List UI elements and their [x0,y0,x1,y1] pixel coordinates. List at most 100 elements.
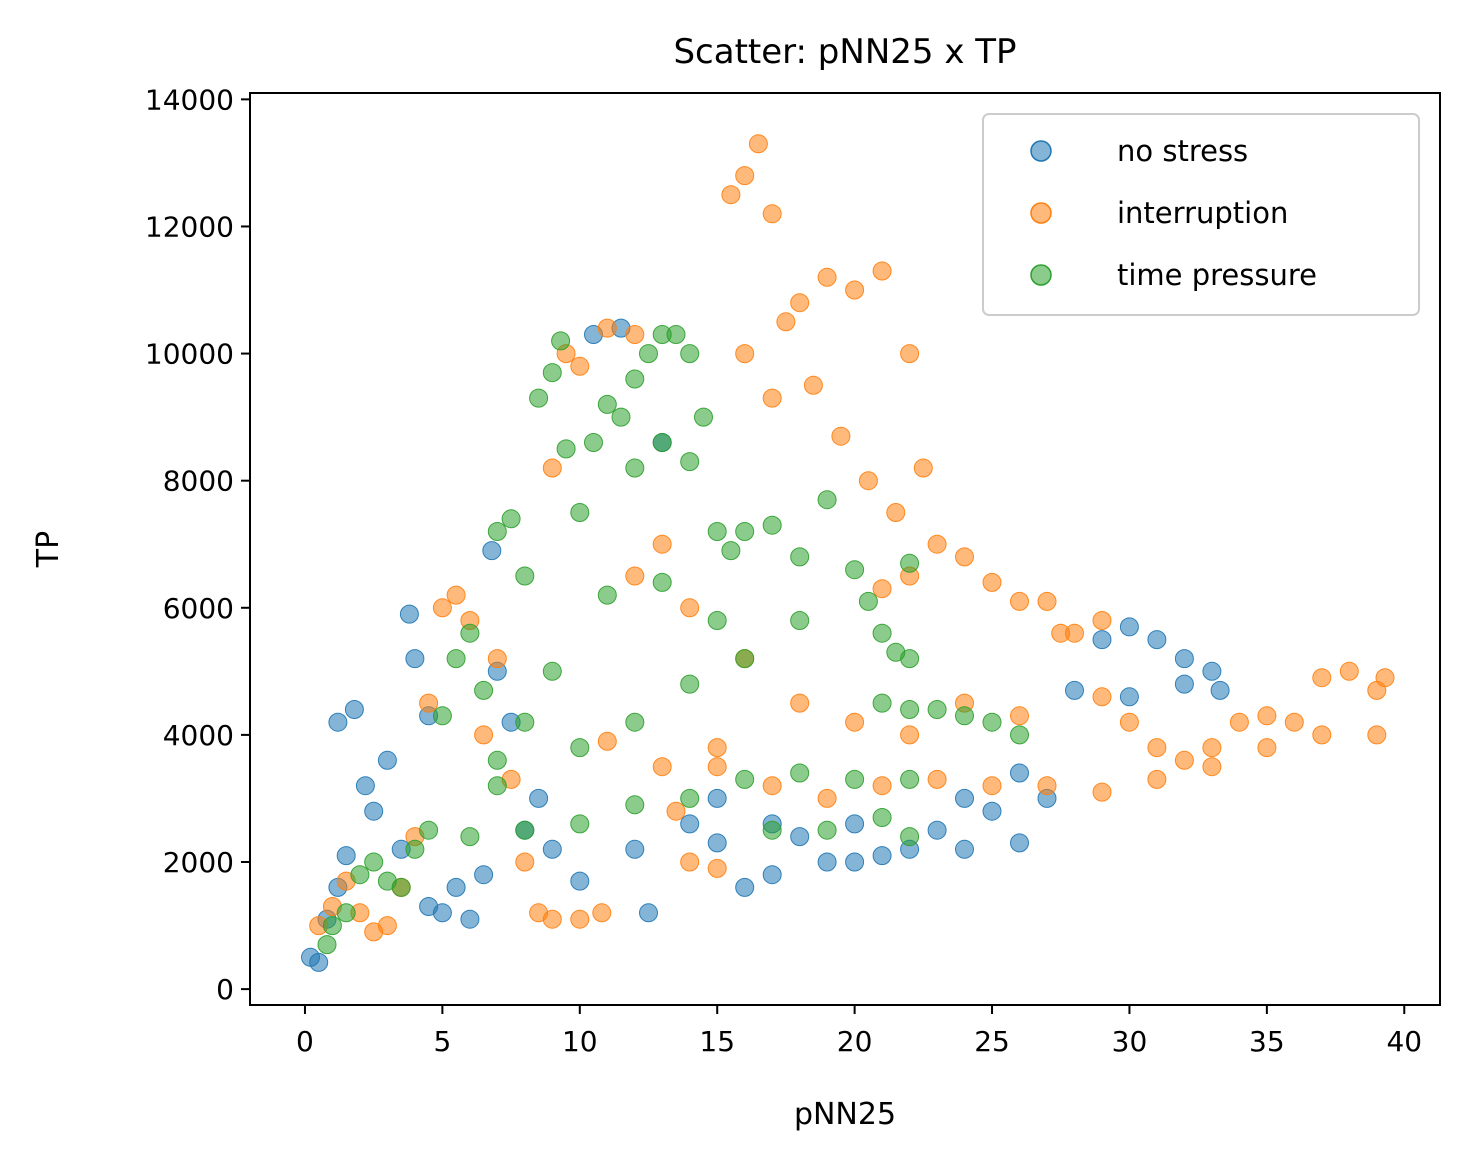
x-tick-label: 15 [699,1025,735,1058]
scatter-point [556,439,576,459]
scatter-point [680,452,700,472]
scatter-point [336,846,356,866]
scatter-point [817,788,837,808]
scatter-point [592,903,612,923]
scatter-point [419,693,439,713]
scatter-point [515,566,535,586]
y-tick-label: 8000 [163,465,234,498]
scatter-point [872,846,892,866]
x-tick-label: 20 [837,1025,873,1058]
scatter-point [570,738,590,758]
scatter-point [872,776,892,796]
scatter-point [460,909,480,929]
scatter-point [482,541,502,561]
scatter-point [611,407,631,427]
scatter-point [831,426,851,446]
scatter-point [625,795,645,815]
x-tick-label: 0 [296,1025,314,1058]
legend: no stress interruption time pressure [982,113,1420,316]
scatter-point [1119,687,1139,707]
scatter-point [927,534,947,554]
scatter-point [432,598,452,618]
scatter-point [1010,725,1029,745]
scatter-point [845,560,865,580]
scatter-point [1010,591,1029,611]
scatter-point [432,706,452,726]
scatter-point [900,553,920,573]
legend-marker [1030,202,1052,224]
scatter-point [872,261,892,281]
scatter-point [762,515,782,535]
scatter-point [803,375,823,395]
scatter-point [399,604,419,624]
scatter-point [900,649,920,669]
scatter-point [1210,680,1230,700]
scatter-point [391,877,411,897]
scatter-point [762,388,782,408]
scatter-point [1065,680,1084,700]
scatter-point [858,591,878,611]
scatter-point [542,661,562,681]
scatter-point [377,750,397,770]
scatter-point [790,293,810,313]
scatter-point [872,579,892,599]
x-tick-label: 35 [1249,1025,1285,1058]
x-tick-label: 10 [562,1025,598,1058]
scatter-point [735,877,755,897]
scatter-point [446,585,466,605]
scatter-point [652,572,672,592]
scatter-point [680,674,700,694]
scatter-point [515,820,535,840]
scatter-point [474,865,494,885]
scatter-point [694,407,713,427]
scatter-point [625,566,645,586]
scatter-point [817,267,837,287]
scatter-point [721,185,741,205]
scatter-point [707,858,727,878]
scatter-point [570,503,590,522]
legend-marker [1030,264,1052,286]
scatter-point [570,356,590,376]
scatter-point [982,572,1002,592]
scatter-point [886,503,906,522]
scatter-point [735,166,755,186]
scatter-point [707,788,727,808]
scatter-point [474,680,494,700]
scatter-point [1257,738,1277,758]
scatter-point [762,865,782,885]
scatter-point [584,433,603,452]
scatter-point [446,877,466,897]
scatter-point [790,763,810,783]
scatter-point [955,788,974,808]
scatter-point [487,649,507,669]
scatter-point [982,712,1002,732]
scatter-point [570,871,590,891]
legend-label: time pressure [1117,258,1317,292]
scatter-point [845,769,865,789]
scatter-point [900,769,920,789]
scatter-point [845,852,865,872]
plot-frame [249,92,1441,1006]
x-axis-label: pNN25 [794,1097,896,1132]
scatter-point [776,312,796,332]
legend-entries: no stress interruption time pressure [1030,134,1317,292]
scatter-point [762,204,782,224]
scatter-point [652,534,672,554]
scatter-point [652,433,672,452]
y-tick-label: 2000 [163,846,234,879]
scatter-point [955,706,974,726]
scatter-point [625,458,645,478]
scatter-point [872,808,892,827]
scatter-point [707,738,727,758]
y-axis-ticks: 0 2000 4000 6000 8000 10000 12000 14000 [145,83,250,1006]
scatter-point [872,623,892,643]
scatter-point [790,547,810,567]
y-tick-label: 0 [216,973,234,1006]
scatter-point [1367,725,1387,745]
scatter-point [1284,712,1304,732]
scatter-point [955,839,974,859]
scatter-point [982,801,1002,821]
scatter-point [501,509,521,529]
y-tick-label: 4000 [163,719,234,752]
scatter-point [735,649,755,669]
